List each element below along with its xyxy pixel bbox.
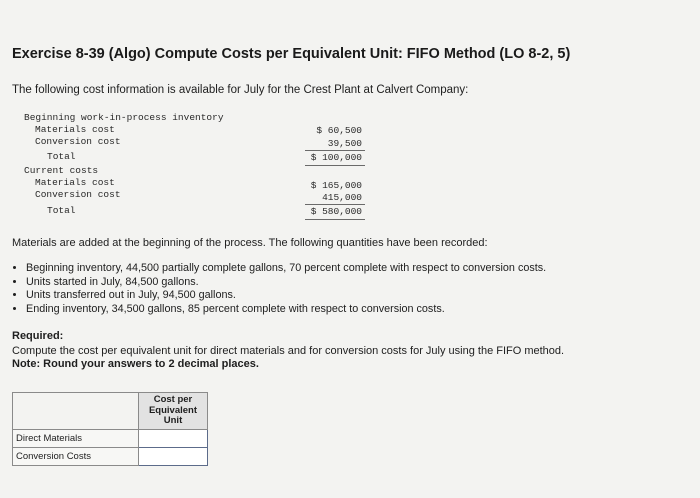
divider [305, 204, 365, 205]
row-label-conversion-costs: Conversion Costs [12, 447, 139, 466]
divider [305, 219, 365, 220]
current-conversion-label: Conversion cost [35, 189, 121, 200]
header-line: Equivalent [148, 404, 198, 416]
answer-table: Cost per Equivalent Unit Direct Material… [12, 392, 211, 466]
required-heading: Required: [12, 330, 64, 342]
current-total-value: $ 580,000 [310, 206, 362, 217]
header-line: Unit [163, 415, 183, 427]
beginning-materials-value: $ 60,500 [316, 125, 362, 136]
column-header-cost-per-equivalent-unit: Cost per Equivalent Unit [138, 392, 208, 430]
current-materials-value: $ 165,000 [310, 180, 362, 191]
required-text: Compute the cost per equivalent unit for… [12, 345, 565, 357]
materials-note: Materials are added at the beginning of … [12, 237, 488, 249]
list-item: Beginning inventory, 44,500 partially co… [26, 262, 546, 276]
list-item: Units started in July, 84,500 gallons. [26, 276, 546, 290]
current-costs-heading: Current costs [24, 165, 99, 176]
table-corner [12, 392, 139, 430]
beginning-conversion-label: Conversion cost [35, 136, 121, 147]
list-item: Ending inventory, 34,500 gallons, 85 per… [26, 303, 546, 317]
divider [305, 150, 365, 151]
current-conversion-value: 415,000 [322, 192, 362, 203]
table-row: Direct Materials [12, 429, 211, 448]
page-title: Exercise 8-39 (Algo) Compute Costs per E… [12, 46, 571, 62]
divider [305, 165, 365, 166]
conversion-costs-input[interactable] [139, 447, 211, 466]
table-row: Conversion Costs [12, 447, 211, 466]
conversion-costs-answer-cell [138, 447, 211, 466]
rounding-note: Note: Round your answers to 2 decimal pl… [12, 358, 259, 370]
intro-text: The following cost information is availa… [12, 84, 469, 96]
current-total-label: Total [47, 205, 76, 216]
beginning-wip-heading: Beginning work-in-process inventory [24, 112, 224, 123]
current-materials-label: Materials cost [35, 177, 115, 188]
beginning-materials-label: Materials cost [35, 124, 115, 135]
direct-materials-answer-cell [138, 429, 211, 448]
quantities-list: Beginning inventory, 44,500 partially co… [12, 262, 546, 316]
table-header-row: Cost per Equivalent Unit [12, 392, 208, 430]
header-line: Cost per [153, 394, 193, 406]
direct-materials-input[interactable] [139, 429, 211, 448]
beginning-total-value: $ 100,000 [310, 152, 362, 163]
list-item: Units transferred out in July, 94,500 ga… [26, 289, 546, 303]
beginning-total-label: Total [47, 151, 76, 162]
row-label-direct-materials: Direct Materials [12, 429, 139, 448]
beginning-conversion-value: 39,500 [327, 138, 362, 149]
